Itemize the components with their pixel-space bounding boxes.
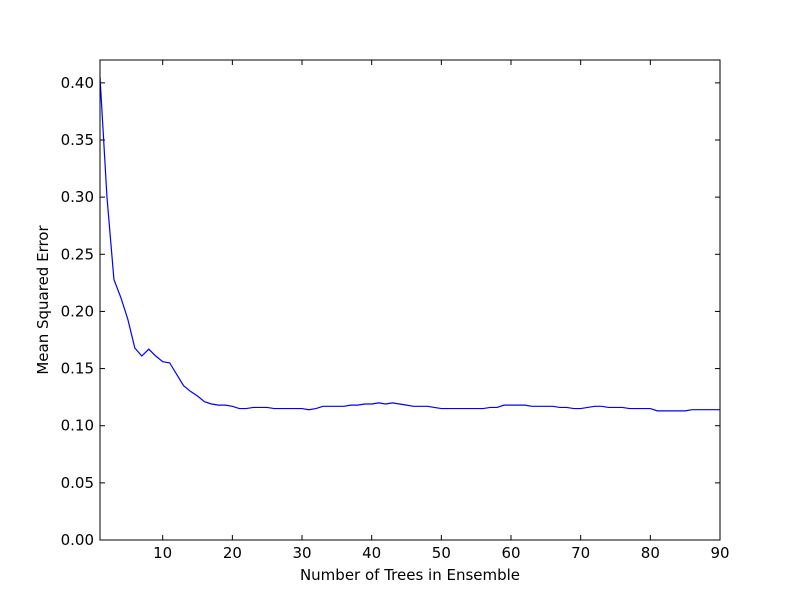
x-tick-label: 30: [292, 544, 311, 562]
y-tick-label: 0.00: [61, 531, 94, 549]
y-tick-label: 0.25: [61, 245, 94, 263]
x-tick-label: 40: [362, 544, 381, 562]
x-tick-label: 90: [710, 544, 729, 562]
x-tick-label: 20: [223, 544, 242, 562]
y-tick-label: 0.40: [61, 74, 94, 92]
y-tick-label: 0.10: [61, 417, 94, 435]
x-tick-label: 70: [571, 544, 590, 562]
y-axis-label: Mean Squared Error: [34, 225, 52, 375]
plot-frame: [99, 59, 721, 541]
y-tick-label: 0.20: [61, 302, 94, 320]
series-line: [99, 77, 720, 412]
y-tick-label: 0.15: [61, 360, 94, 378]
y-tick-label: 0.05: [61, 474, 94, 492]
series-layer: [99, 77, 720, 412]
x-tick-label: 10: [153, 544, 172, 562]
tick-labels: 10 20 30 40 50 60 70 80 90 0.00 0.05 0.10 0.15 0.20 0.…: [61, 74, 730, 562]
x-axis-label: Number of Trees in Ensemble: [300, 566, 520, 584]
y-tick-label: 0.35: [61, 131, 94, 149]
plot-area: [100, 60, 720, 540]
x-tick-label: 60: [501, 544, 520, 562]
y-tick-label: 0.30: [61, 188, 94, 206]
x-tick-label: 80: [641, 544, 660, 562]
x-tick-label: 50: [432, 544, 451, 562]
